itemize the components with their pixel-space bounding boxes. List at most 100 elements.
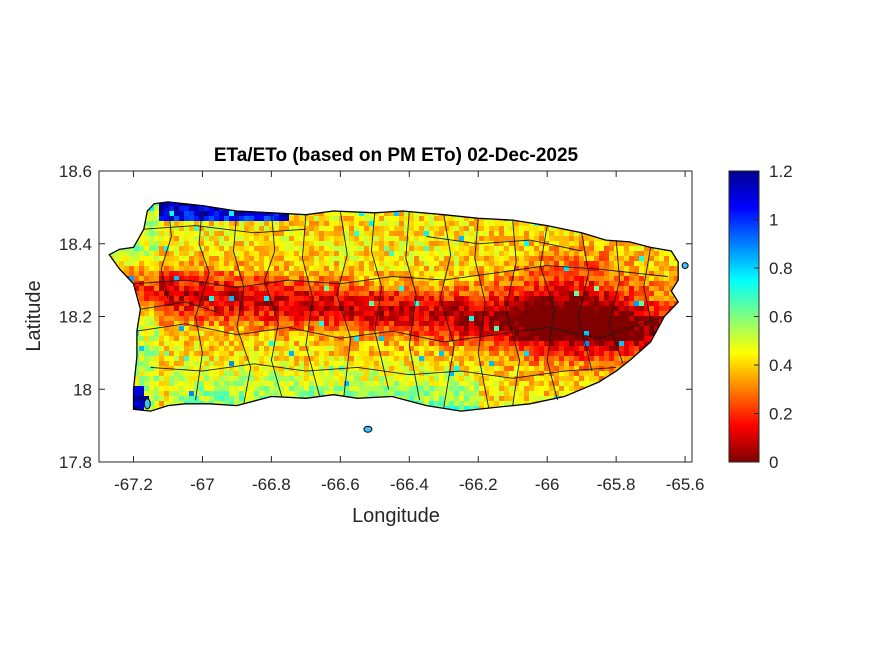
heatmap-cell	[604, 341, 610, 347]
heatmap-cell	[474, 276, 480, 282]
heatmap-cell	[204, 216, 210, 222]
heatmap-cell	[259, 236, 265, 242]
heatmap-cell	[209, 356, 215, 362]
heatmap-cell	[394, 351, 400, 357]
heatmap-cell	[314, 326, 320, 332]
heatmap-cell	[144, 321, 150, 327]
heatmap-cell	[389, 306, 395, 312]
heatmap-cell	[219, 216, 225, 222]
heatmap-cell	[269, 386, 275, 392]
x-tick-label: -66.4	[390, 475, 429, 494]
heatmap-cell	[154, 271, 160, 277]
heatmap-cell	[374, 371, 380, 377]
heatmap-cell	[444, 236, 450, 242]
heatmap-cell	[629, 241, 635, 247]
heatmap-cell	[274, 246, 280, 252]
heatmap-cell	[434, 376, 440, 382]
heatmap-cell	[424, 226, 430, 232]
heatmap-cell	[394, 361, 400, 367]
heatmap-cell	[154, 246, 160, 252]
heatmap-cell	[209, 396, 215, 402]
heatmap-cell	[324, 256, 330, 262]
heatmap-cell	[509, 376, 515, 382]
heatmap-cell	[469, 391, 475, 397]
heatmap-cell	[414, 216, 420, 222]
heatmap-cell	[319, 306, 325, 312]
heatmap-cell	[459, 261, 465, 267]
heatmap-cell	[189, 336, 195, 342]
heatmap-cell	[509, 301, 515, 307]
heatmap-cell	[184, 341, 190, 347]
heatmap-cell	[194, 376, 200, 382]
heatmap-cell	[519, 391, 525, 397]
heatmap-cell	[374, 306, 380, 312]
heatmap-cell	[204, 226, 210, 232]
heatmap-cell	[459, 296, 465, 302]
heatmap-cell	[444, 286, 450, 292]
heatmap-cell	[549, 391, 555, 397]
heatmap-cell	[559, 371, 565, 377]
heatmap-cell	[279, 341, 285, 347]
heatmap-cell	[589, 251, 595, 257]
heatmap-cell	[214, 226, 220, 232]
heatmap-cell	[164, 381, 170, 387]
heatmap-cell	[589, 341, 595, 347]
heatmap-cell	[619, 261, 625, 267]
heatmap-cell	[149, 341, 155, 347]
heatmap-cell	[434, 321, 440, 327]
heatmap-cell	[334, 381, 340, 387]
heatmap-cell	[259, 336, 265, 342]
heatmap-cell	[314, 261, 320, 267]
heatmap-cell	[634, 306, 640, 312]
heatmap-cell	[219, 246, 225, 252]
heatmap-cell	[549, 231, 555, 237]
heatmap-cell	[244, 231, 250, 237]
heatmap-cell	[494, 401, 500, 407]
heatmap-cell	[644, 316, 650, 322]
heatmap-cell	[369, 381, 375, 387]
heatmap-cell	[579, 346, 585, 352]
heatmap-cell	[424, 291, 430, 297]
heatmap-cell	[564, 256, 570, 262]
heatmap-cell	[309, 246, 315, 252]
heatmap-cell	[219, 326, 225, 332]
heatmap-cell	[554, 226, 560, 232]
heatmap-cell	[449, 271, 455, 277]
heatmap-cell	[529, 301, 535, 307]
heatmap-cell	[209, 241, 215, 247]
heatmap-cell	[164, 236, 170, 242]
heatmap-cell	[439, 351, 445, 357]
heatmap-cell	[664, 261, 670, 267]
heatmap-cell	[254, 276, 260, 282]
heatmap-cell	[229, 366, 235, 372]
heatmap-cell	[294, 256, 300, 262]
heatmap-cell	[264, 241, 270, 247]
heatmap-cell	[299, 346, 305, 352]
heatmap-cell	[394, 281, 400, 287]
heatmap-cell	[234, 311, 240, 317]
heatmap-cell	[464, 296, 470, 302]
heatmap-cell	[539, 316, 545, 322]
heatmap-cell	[379, 231, 385, 237]
heatmap-cell	[379, 296, 385, 302]
heatmap-cell	[264, 226, 270, 232]
heatmap-cell	[304, 321, 310, 327]
heatmap-cell	[419, 381, 425, 387]
heatmap-cell	[604, 286, 610, 292]
heatmap-cell	[429, 216, 435, 222]
heatmap-cell	[289, 311, 295, 317]
heatmap-cell	[214, 386, 220, 392]
heatmap-cell	[514, 261, 520, 267]
heatmap-cell	[189, 351, 195, 357]
heatmap-cell	[534, 286, 540, 292]
heatmap-cell	[339, 276, 345, 282]
heatmap-cell	[299, 276, 305, 282]
heatmap-cell	[324, 241, 330, 247]
heatmap-cell	[309, 256, 315, 262]
heatmap-cell	[289, 371, 295, 377]
heatmap-cell	[419, 376, 425, 382]
heatmap-cell	[499, 336, 505, 342]
heatmap-cell	[569, 311, 575, 317]
heatmap-cell	[359, 386, 365, 392]
heatmap-cell	[164, 216, 170, 222]
